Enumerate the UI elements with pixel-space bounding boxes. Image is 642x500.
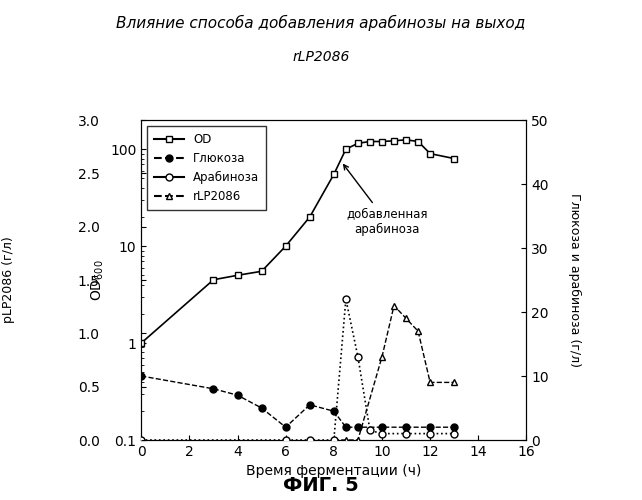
Y-axis label: Глюкоза и арабиноза (г/л): Глюкоза и арабиноза (г/л) [568, 193, 582, 367]
Text: rLP2086: rLP2086 [292, 50, 350, 64]
Text: добавленная
арабиноза: добавленная арабиноза [343, 164, 428, 236]
Text: Влияние способа добавления арабинозы на выход: Влияние способа добавления арабинозы на … [116, 15, 526, 31]
Y-axis label: рLP2086 (г/л): рLP2086 (г/л) [2, 236, 15, 324]
X-axis label: Время ферментации (ч): Время ферментации (ч) [246, 464, 422, 478]
Y-axis label: OD$_{600}$: OD$_{600}$ [89, 259, 106, 301]
Text: ФИГ. 5: ФИГ. 5 [283, 476, 359, 495]
Legend: OD, Глюкоза, Арабиноза, rLP2086: OD, Глюкоза, Арабиноза, rLP2086 [147, 126, 266, 210]
